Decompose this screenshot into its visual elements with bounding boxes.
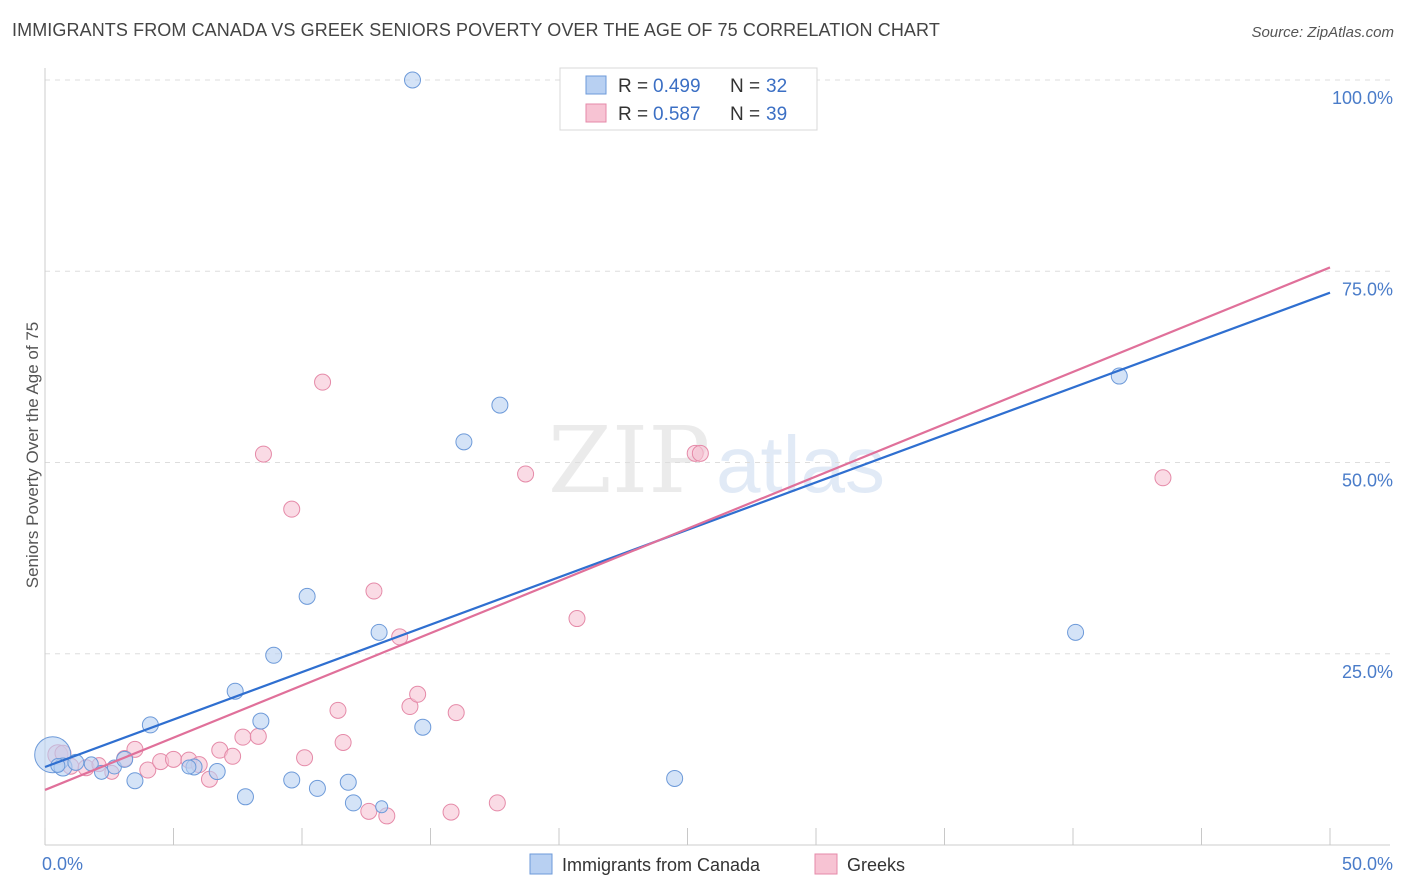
series-legend: Immigrants from Canada Greeks (529, 853, 905, 875)
point-canada (344, 794, 362, 812)
point-greeks (254, 445, 272, 463)
point-greeks (296, 749, 314, 767)
legend-swatch-canada (585, 75, 607, 95)
point-greeks (249, 727, 267, 745)
legend-n-greeks: 39 (766, 104, 787, 125)
x-tick-label: 0.0% (42, 854, 83, 874)
source-label: Source: ZipAtlas.com (1251, 24, 1394, 41)
point-greeks (442, 803, 460, 821)
point-greeks (165, 750, 182, 768)
bottom-legend-swatch-greeks (814, 853, 838, 875)
point-canada (265, 646, 283, 664)
point-canada (414, 718, 432, 736)
watermark-atlas: atlas (716, 420, 885, 509)
y-tick-label: 25.0% (1342, 662, 1393, 682)
point-canada (236, 788, 254, 806)
point-greeks (283, 500, 301, 518)
point-greeks (139, 761, 157, 779)
y-tick-label: 75.0% (1342, 279, 1393, 299)
legend-swatch-greeks (585, 103, 607, 123)
bottom-legend-greeks: Greeks (847, 855, 905, 875)
point-greeks (334, 733, 352, 751)
point-greeks (488, 794, 506, 812)
point-greeks (314, 373, 332, 391)
grid-lines (45, 79, 1390, 655)
point-canada (283, 771, 301, 789)
point-greeks (447, 704, 465, 722)
point-canada (1067, 623, 1085, 641)
point-canada (252, 712, 270, 730)
point-greeks (568, 610, 586, 628)
point-canada (666, 769, 684, 787)
point-canada (126, 772, 144, 790)
point-canada (491, 396, 509, 414)
point-canada (339, 773, 357, 791)
legend-r-greeks: 0.587 (653, 104, 701, 125)
point-greeks (360, 802, 378, 820)
point-greeks (365, 582, 383, 600)
point-greeks (401, 698, 419, 716)
point-greeks (234, 728, 252, 746)
watermark: ZIP atlas (548, 407, 885, 514)
point-canada (308, 779, 326, 797)
point-greeks (1154, 469, 1172, 487)
point-canada (181, 759, 197, 775)
y-tick-label: 50.0% (1342, 471, 1393, 491)
point-canada (67, 753, 85, 771)
point-greeks (409, 685, 427, 703)
point-greeks (329, 701, 347, 719)
tick-labels: 100.0% 75.0% 50.0% 25.0% 0.0% 50.0% (42, 88, 1393, 874)
axes (44, 68, 1390, 846)
legend-r-label-greeks: R = (618, 104, 648, 125)
legend-r-label-canada: R = (618, 76, 648, 97)
point-greeks (517, 465, 535, 483)
x-tick-label: 50.0% (1342, 854, 1393, 874)
point-canada (298, 587, 316, 605)
legend-n-label-greeks: N = (730, 104, 760, 125)
legend-n-label-canada: N = (730, 76, 760, 97)
point-canada (455, 433, 473, 451)
y-axis-label: Seniors Poverty Over the Age of 75 (23, 322, 42, 588)
legend-n-canada: 32 (766, 76, 787, 97)
watermark-zip: ZIP (548, 407, 710, 514)
point-canada (404, 71, 422, 89)
trend-lines (44, 266, 1331, 791)
bottom-legend-canada: Immigrants from Canada (562, 855, 761, 875)
bottom-legend-swatch-canada (529, 853, 553, 875)
trend-line-greeks (44, 266, 1331, 791)
stats-legend: R = 0.499 N = 32 R = 0.587 N = 39 (559, 67, 818, 131)
point-canada (375, 800, 389, 814)
chart-title: IMMIGRANTS FROM CANADA VS GREEK SENIORS … (12, 20, 940, 40)
point-greeks (691, 444, 709, 462)
legend-r-canada: 0.499 (653, 76, 701, 97)
point-greeks (224, 747, 242, 765)
y-tick-label: 100.0% (1332, 88, 1393, 108)
point-canada (370, 623, 388, 641)
point-canada (208, 763, 226, 781)
